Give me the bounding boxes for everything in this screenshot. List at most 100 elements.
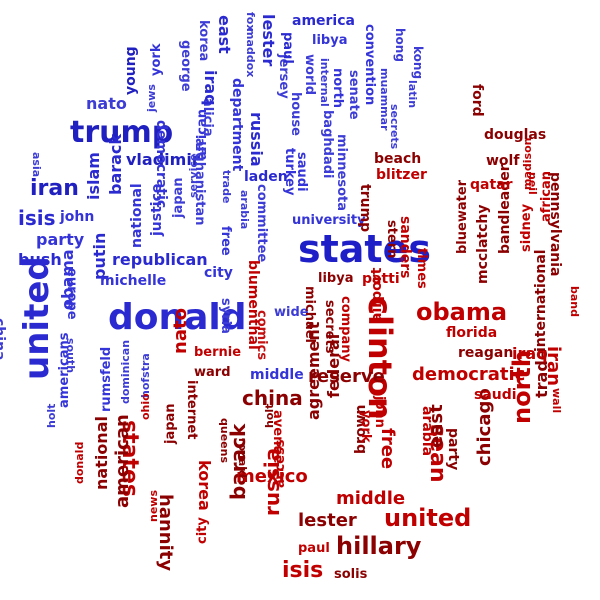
word: access (273, 439, 288, 488)
word: solis (334, 567, 368, 582)
word: isis (18, 206, 56, 230)
word: queens (218, 418, 231, 464)
word: sanders (397, 216, 413, 279)
word: trump (357, 184, 373, 233)
word: obama (416, 298, 508, 326)
word: paul (298, 541, 330, 556)
word: china (242, 386, 303, 410)
word: party (36, 230, 85, 249)
word: jews (145, 84, 158, 112)
word: bernie (194, 345, 242, 360)
word: george (178, 40, 193, 92)
word: city (195, 517, 210, 544)
word: nato (86, 94, 127, 113)
word: american (112, 414, 133, 508)
word: african (539, 170, 554, 222)
word: iraq (201, 70, 220, 106)
word: york (358, 410, 373, 443)
word: senate (346, 70, 361, 120)
word: china (0, 318, 7, 361)
word: states (298, 227, 431, 271)
word: dominican (119, 339, 132, 404)
word: middle (250, 367, 304, 383)
word: europe (64, 268, 79, 320)
word: baghdadi (320, 110, 335, 179)
word: wall (550, 388, 563, 414)
word: isis (282, 558, 324, 583)
word: department (229, 78, 245, 172)
word: republican (112, 250, 208, 269)
word: korea (196, 20, 211, 62)
word: secrets (322, 300, 337, 354)
word: east (215, 15, 234, 54)
word: mexico (236, 466, 308, 487)
word: hofstra (139, 353, 152, 398)
word: paul (280, 32, 295, 64)
word: holt (45, 403, 58, 428)
word: secrets (388, 104, 401, 150)
word: blumenthal (245, 260, 261, 350)
word: donald (73, 441, 86, 484)
word: wide (274, 305, 309, 320)
word: north (330, 68, 345, 109)
word: fox (244, 12, 257, 32)
word: latin (406, 80, 419, 109)
word: donald (108, 297, 247, 338)
word: russia (247, 112, 266, 167)
word: national (92, 416, 111, 490)
word: florida (446, 325, 498, 341)
word: airport (369, 267, 385, 322)
word: vladimir (126, 150, 200, 169)
word: world (302, 54, 317, 96)
word: ohio (139, 393, 152, 420)
word: ronald (236, 438, 249, 478)
word: ford (469, 84, 485, 117)
word: madison (521, 137, 534, 190)
word: news (147, 489, 160, 522)
word: islam (84, 152, 103, 200)
word: york (149, 43, 164, 76)
word: iran (543, 346, 564, 387)
word: young (123, 46, 139, 95)
word: libya (318, 271, 354, 286)
word: middle (336, 488, 406, 509)
word: trump (70, 115, 174, 150)
word: beach (374, 151, 422, 167)
word: bluewater (455, 179, 470, 254)
word: united (384, 504, 472, 532)
word: minnesota (334, 134, 349, 211)
word: trade (220, 170, 233, 204)
word: patti (362, 271, 400, 287)
word: free (377, 428, 398, 470)
word: syria (218, 298, 233, 334)
word: national (129, 183, 145, 248)
word: committee (254, 184, 269, 263)
word: laden (244, 169, 288, 185)
word: nato (170, 308, 191, 354)
word: barack (106, 133, 125, 195)
word: band (568, 286, 581, 318)
word: japan (171, 177, 186, 218)
word: ward (194, 365, 231, 380)
word: iraq (512, 344, 548, 363)
word: asia (30, 152, 43, 178)
word: bush (18, 250, 62, 269)
word: international (533, 249, 549, 352)
word: america (292, 13, 355, 29)
word: americans (57, 332, 72, 408)
word: university (292, 213, 366, 228)
word: saudi (474, 387, 517, 403)
word: lester (298, 510, 357, 531)
word: hong (393, 28, 407, 62)
word: arabia (238, 190, 251, 230)
word: convention (362, 24, 377, 106)
word: service (187, 153, 200, 198)
word: maddox (244, 28, 257, 78)
word: democratic (153, 120, 169, 209)
word: wolf (486, 153, 520, 169)
word: qatar (470, 177, 513, 193)
word: blitzer (376, 167, 427, 183)
word: rumsfeld (99, 346, 114, 412)
word: internal (318, 58, 331, 107)
